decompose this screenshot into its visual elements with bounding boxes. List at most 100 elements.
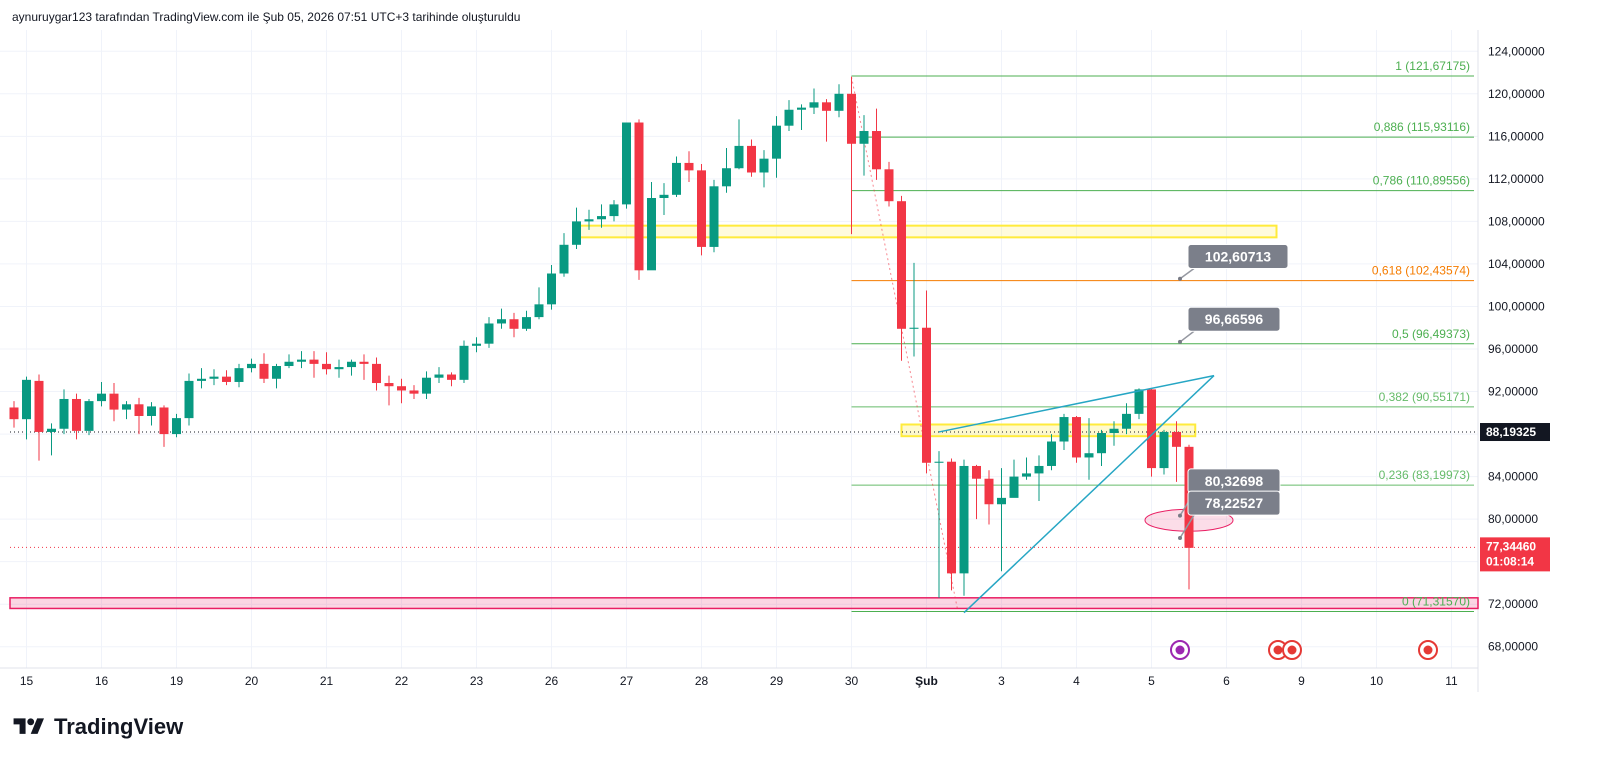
candle-body <box>347 361 356 368</box>
candle-body <box>522 317 531 329</box>
candle-body <box>759 158 769 173</box>
time-tick-label: 20 <box>245 674 259 688</box>
time-tick-label: 9 <box>1298 674 1305 688</box>
candle-body <box>884 169 894 202</box>
logo-text: TradingView <box>54 714 184 739</box>
candle-body <box>134 404 144 416</box>
candle-body <box>897 201 906 329</box>
candle-body <box>547 273 556 305</box>
price-tick-label: 92,00000 <box>1488 385 1538 399</box>
candle-body <box>1009 476 1019 498</box>
candle-body <box>1134 389 1144 414</box>
candle-body <box>109 393 119 410</box>
candle-body <box>1109 428 1119 434</box>
candle-body <box>534 304 544 318</box>
candle-body <box>359 361 369 364</box>
fib-trendline <box>851 76 959 611</box>
candle-body <box>497 319 506 324</box>
candle-body <box>922 327 931 463</box>
candle-body <box>1059 417 1069 442</box>
price-axis: 124,00000 120,00000 116,00000 112,00000 108,… <box>1480 44 1550 654</box>
price-tick-label: 112,00000 <box>1488 172 1544 186</box>
candle-body <box>509 319 519 329</box>
candle-body <box>147 406 156 416</box>
candle-body <box>959 465 969 574</box>
fib-level-label: 0,886 (115,93116) <box>1374 120 1470 134</box>
candle-body <box>59 398 69 429</box>
candle-body <box>747 145 756 173</box>
callout-pointer <box>1179 330 1195 343</box>
candle-body <box>409 390 419 394</box>
trend-lines <box>938 374 1215 614</box>
callout-label: 102,60713 <box>1205 248 1271 264</box>
callout-pointer <box>1179 514 1195 539</box>
candlestick-series <box>9 76 1194 598</box>
candle-body <box>472 343 481 346</box>
candle-body <box>597 216 606 220</box>
countdown-label: 01:08:14 <box>1486 554 1534 568</box>
candle-body <box>334 367 344 370</box>
candle-body <box>422 377 431 394</box>
last-price-label: 77,34460 <box>1486 539 1536 553</box>
candle-body <box>609 204 619 217</box>
resistance-zone <box>900 423 1197 438</box>
callout-label: 78,22527 <box>1205 495 1264 511</box>
resistance-zone <box>575 224 1278 239</box>
candle-body <box>484 323 494 344</box>
candle-body <box>1084 453 1094 458</box>
candle-body <box>997 497 1006 505</box>
wedge-lower-line <box>963 375 1215 614</box>
candle-body <box>697 170 706 247</box>
candle-body <box>122 404 131 410</box>
candle-body <box>709 186 719 247</box>
candle-body <box>909 327 919 329</box>
candle-body <box>222 376 231 382</box>
fib-level-label: 0,618 (102,43574) <box>1372 264 1470 278</box>
candle-body <box>397 386 406 391</box>
price-tick-label: 80,00000 <box>1488 512 1538 526</box>
drawing-zones <box>9 224 1479 610</box>
support-zone <box>9 597 1479 610</box>
candle-body <box>1047 441 1056 466</box>
candle-body <box>834 93 844 111</box>
fib-level-label: 0,5 (96,49373) <box>1392 327 1470 341</box>
chart-header: aynuruygar123 tarafından TradingView.com… <box>12 10 521 24</box>
candle-body <box>1097 433 1106 454</box>
candle-body <box>72 398 81 431</box>
candle-body <box>247 363 256 369</box>
time-tick-label: 10 <box>1370 674 1384 688</box>
time-tick-label: 23 <box>470 674 484 688</box>
time-tick-label: 6 <box>1223 674 1230 688</box>
price-tick-label: 108,00000 <box>1488 214 1545 228</box>
time-axis: 15 16 19 20 21 22 23 26 27 28 29 30 Şub 3 4 5 6 9 11 10 <box>20 674 1458 688</box>
event-dot-icon <box>1287 645 1297 655</box>
candle-body <box>809 102 819 108</box>
price-tick-label: 72,00000 <box>1488 597 1538 611</box>
time-tick-label: 30 <box>845 674 859 688</box>
callout-anchor <box>1178 339 1182 344</box>
time-tick-label: 29 <box>770 674 784 688</box>
price-tag <box>1480 423 1550 442</box>
price-callouts: 102,60713 96,66596 80,32698 78,22527 <box>1178 243 1289 541</box>
candle-body <box>1022 473 1031 477</box>
candle-body <box>9 407 19 420</box>
tradingview-logo[interactable]: TradingView <box>12 714 183 740</box>
fib-level-label: 0,786 (110,89556) <box>1373 174 1470 188</box>
candle-body <box>1147 389 1156 469</box>
candle-body <box>1172 431 1181 447</box>
price-tick-label: 120,00000 <box>1488 87 1545 101</box>
price-tag-label: 88,19325 <box>1486 425 1536 439</box>
candle-body <box>172 418 181 435</box>
price-tick-label: 96,00000 <box>1488 342 1538 356</box>
fib-level-label: 0,236 (83,19973) <box>1379 468 1470 482</box>
time-tick-label: 27 <box>620 674 634 688</box>
candle-body <box>1122 413 1131 429</box>
candle-body <box>322 363 331 370</box>
callout-anchor <box>1178 276 1182 281</box>
price-tick-label: 100,00000 <box>1488 299 1545 313</box>
candle-body <box>434 374 444 378</box>
fib-level-label: 0,382 (90,55171) <box>1379 390 1470 404</box>
candle-body <box>1034 465 1044 474</box>
fib-level-label: 0 (71,31570) <box>1402 594 1470 608</box>
